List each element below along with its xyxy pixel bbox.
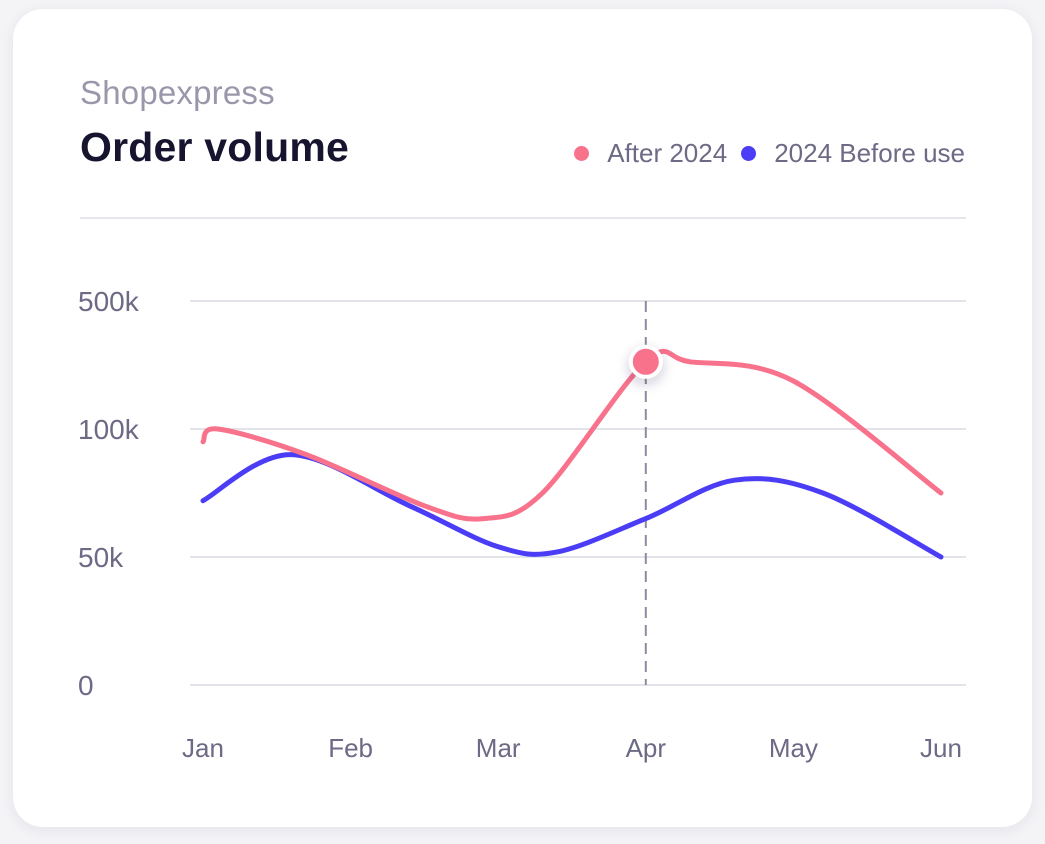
legend-label-2024-before-use: 2024 Before use — [774, 138, 965, 168]
chart-legend: After 2024 2024 Before use — [560, 138, 965, 169]
legend-dot-2024-before-use — [741, 146, 757, 161]
chart-title: Order volume — [80, 124, 349, 170]
legend-item-2024-before-use[interactable]: 2024 Before use — [741, 138, 965, 169]
y-tick-label-100k: 100k — [78, 414, 140, 445]
y-tick-label-0: 0 — [78, 670, 94, 701]
chart-card — [13, 9, 1032, 827]
y-tick-label-50k: 50k — [78, 542, 124, 573]
series-line-after-2024 — [200, 348, 944, 522]
x-tick-label-may: May — [769, 733, 818, 763]
header-divider — [80, 217, 966, 219]
legend-label-after-2024: After 2024 — [607, 138, 728, 168]
x-tick-label-jun: Jun — [920, 733, 962, 763]
chart-subtitle: Shopexpress — [80, 74, 275, 111]
x-tick-label-feb: Feb — [328, 733, 373, 763]
y-tick-label-500k: 500k — [78, 286, 140, 317]
x-tick-label-apr: Apr — [626, 733, 667, 763]
legend-item-after-2024[interactable]: After 2024 — [574, 138, 727, 169]
x-tick-label-jan: Jan — [182, 733, 224, 763]
x-tick-label-mar: Mar — [476, 733, 521, 763]
highlight-point-marker[interactable] — [628, 344, 663, 379]
legend-dot-after-2024 — [574, 146, 590, 161]
series-line-2024-before-use — [200, 452, 944, 560]
